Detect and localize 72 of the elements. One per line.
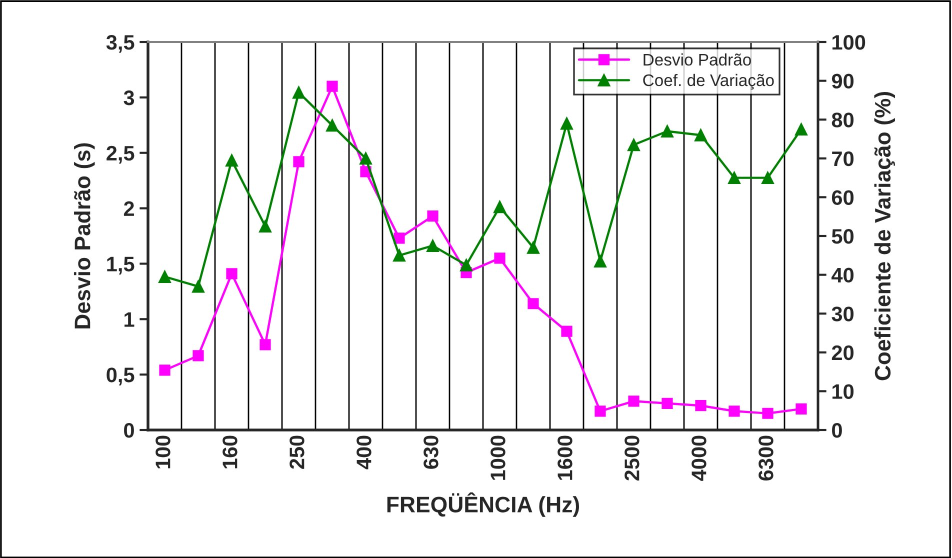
point: [662, 398, 673, 409]
point: [494, 200, 506, 214]
x-tick-label: 4000: [692, 436, 706, 481]
point: [292, 86, 305, 99]
y2-tick-label: 0: [832, 423, 842, 438]
y-axis-title: Desvio Padrão (s): [74, 143, 95, 328]
point: [192, 350, 204, 362]
point: [226, 154, 238, 167]
y-tick-label: 1: [124, 312, 134, 327]
y2-tick-label: 60: [832, 190, 854, 205]
x-tick-label: 630: [424, 436, 438, 469]
y-tick-label: 1,5: [107, 256, 134, 274]
x-axis-title: FREQÜÊNCIA (Hz): [387, 492, 580, 517]
y2-tick-label: 30: [832, 306, 854, 322]
point: [561, 326, 572, 337]
point: [796, 403, 807, 414]
point: [661, 124, 674, 138]
point: [159, 364, 170, 376]
x-tick-label: 250: [290, 436, 304, 469]
point: [427, 210, 438, 222]
point: [594, 406, 606, 417]
x-tick-label: 160: [222, 436, 238, 468]
point: [326, 80, 338, 92]
x-tick-label: 400: [356, 436, 372, 470]
y2-tick-label: 50: [832, 229, 854, 244]
point: [158, 270, 171, 283]
point: [628, 138, 640, 152]
point: [728, 406, 740, 417]
y-tick-label: 3: [124, 90, 134, 106]
y-tick-label: 0: [124, 423, 134, 438]
x-tick-label: 6300: [758, 436, 774, 480]
y2-tick-label: 40: [832, 268, 854, 283]
legend-label: Coef. de Variação: [643, 74, 774, 90]
y2-tick-label: 70: [832, 151, 854, 166]
point: [728, 172, 740, 184]
point: [694, 128, 707, 142]
point: [293, 156, 304, 168]
x-tick-label: 2500: [624, 436, 640, 480]
y2-tick-label: 20: [832, 345, 854, 360]
point: [560, 117, 573, 130]
y2-tick-label: 90: [832, 74, 854, 89]
y-tick-label: 3,5: [106, 35, 134, 53]
x-tick-label: 1600: [558, 436, 572, 480]
point: [762, 408, 774, 419]
y2-tick-label: 80: [832, 112, 854, 128]
point: [795, 123, 808, 136]
y2-tick-label: 10: [832, 384, 854, 399]
point: [494, 252, 506, 264]
y2-axis-title: Coeficiente de Variação (%): [874, 92, 895, 380]
point: [259, 220, 272, 233]
x-tick-label: 100: [156, 436, 170, 468]
point: [695, 400, 706, 412]
point: [426, 239, 439, 252]
x-tick-label: 1000: [490, 436, 506, 480]
legend-label: Desvio Padrão: [644, 53, 751, 66]
point: [394, 232, 405, 244]
point: [393, 249, 406, 262]
point: [326, 119, 338, 132]
point: [192, 280, 204, 293]
y-tick-label: 2,5: [106, 146, 134, 164]
y-tick-label: 2: [124, 201, 134, 216]
point: [226, 268, 238, 280]
point: [260, 339, 271, 350]
y-tick-label: 0,5: [106, 368, 134, 386]
y2-tick-label: 100: [832, 35, 866, 50]
point: [528, 298, 539, 310]
point: [527, 241, 540, 254]
point: [360, 152, 372, 165]
point: [628, 396, 640, 407]
point: [594, 254, 606, 268]
point: [762, 172, 774, 184]
point: [460, 258, 472, 272]
